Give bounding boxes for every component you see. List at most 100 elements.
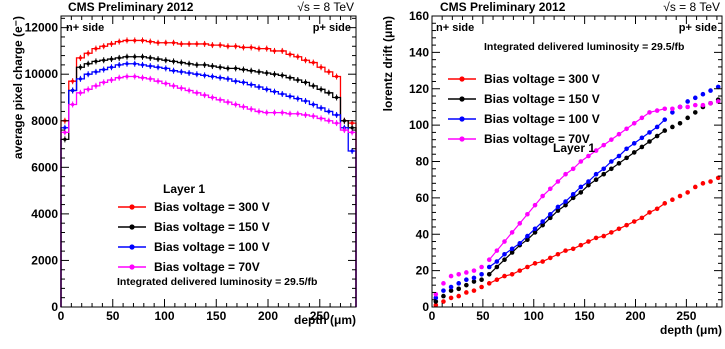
left-series-line-bias-voltage-100-v	[60, 63, 357, 307]
left-point-bias-voltage-150-v	[171, 59, 176, 63]
right-point-bias-voltage-300-v	[601, 233, 607, 239]
right-point-bias-voltage-70v	[555, 179, 561, 184]
left-point-bias-voltage-150-v	[109, 57, 114, 61]
right-point-bias-voltage-100-v	[494, 259, 500, 264]
right-point-bias-voltage-150-v	[456, 286, 462, 292]
left-point-bias-voltage-300-v	[272, 49, 277, 53]
right-point-bias-voltage-70v	[616, 131, 622, 137]
left-point-bias-voltage-300-v	[156, 41, 160, 45]
left-point-bias-voltage-300-v	[164, 41, 168, 45]
right-n-side-label: n+ side	[436, 22, 474, 34]
left-point-bias-voltage-100-v	[78, 77, 83, 81]
left-point-bias-voltage-300-v	[71, 79, 75, 83]
left-legend-marker-bias-voltage-150-v	[129, 224, 135, 230]
left-point-bias-voltage-150-v	[319, 87, 323, 91]
right-point-bias-voltage-70v	[654, 108, 660, 113]
left-point-bias-voltage-70v	[234, 102, 238, 107]
left-point-bias-voltage-70v	[125, 74, 129, 79]
right-point-bias-voltage-300-v	[509, 271, 515, 277]
left-point-bias-voltage-300-v	[203, 42, 207, 46]
right-header-title: CMS Preliminary 2012	[440, 0, 566, 14]
right-y-tick-label: 20	[416, 264, 430, 278]
left-point-bias-voltage-150-v	[296, 78, 300, 82]
right-point-bias-voltage-70v	[570, 166, 576, 172]
right-point-bias-voltage-70v	[578, 159, 584, 164]
right-legend-marker-bias-voltage-150-v	[459, 96, 465, 102]
left-point-bias-voltage-100-v	[226, 77, 230, 81]
left-point-bias-voltage-70v	[156, 79, 160, 83]
right-point-bias-voltage-150-v	[578, 190, 584, 195]
right-p-side-label: p+ side	[679, 22, 717, 34]
right-point-bias-voltage-100-v	[479, 271, 484, 277]
left-header-title: CMS Preliminary 2012	[68, 0, 194, 14]
left-point-bias-voltage-100-v	[234, 79, 238, 83]
left-point-bias-voltage-150-v	[164, 58, 168, 62]
right-point-bias-voltage-300-v	[471, 288, 477, 293]
right-point-bias-voltage-150-v	[486, 271, 492, 277]
left-point-bias-voltage-70v	[171, 84, 176, 88]
right-y-axis-label: lorentz drift (μm)	[381, 16, 395, 111]
left-point-bias-voltage-70v	[140, 76, 145, 80]
left-point-bias-voltage-300-v	[334, 74, 339, 79]
right-y-tick-label: 100	[409, 118, 429, 132]
left-point-bias-voltage-100-v	[164, 66, 168, 70]
right-point-bias-voltage-70v	[692, 102, 698, 108]
left-point-bias-voltage-70v	[148, 77, 152, 81]
right-point-bias-voltage-150-v	[494, 264, 500, 270]
right-point-bias-voltage-150-v	[502, 257, 507, 263]
left-x-tick-label: 200	[258, 309, 278, 323]
left-point-bias-voltage-100-v	[319, 106, 323, 110]
left-point-bias-voltage-100-v	[125, 62, 129, 66]
left-legend-marker-bias-voltage-100-v	[129, 244, 135, 250]
left-point-bias-voltage-150-v	[342, 119, 346, 123]
left-point-bias-voltage-100-v	[86, 72, 90, 76]
right-point-bias-voltage-300-v	[486, 281, 492, 286]
right-header-energy: √s = 8 TeV	[663, 0, 720, 14]
right-chart-marks	[433, 84, 721, 308]
right-point-bias-voltage-300-v	[685, 190, 690, 195]
left-point-bias-voltage-70v	[218, 98, 222, 102]
right-point-bias-voltage-150-v	[555, 208, 561, 213]
left-point-bias-voltage-300-v	[102, 44, 106, 48]
left-point-bias-voltage-100-v	[327, 109, 331, 114]
right-point-bias-voltage-100-v	[593, 171, 599, 177]
right-y-tick-label: 80	[416, 155, 430, 169]
left-point-bias-voltage-150-v	[210, 64, 214, 68]
right-point-bias-voltage-150-v	[616, 161, 622, 166]
right-point-bias-voltage-300-v	[555, 251, 561, 257]
right-point-bias-voltage-300-v	[609, 230, 614, 235]
left-point-bias-voltage-100-v	[303, 99, 308, 103]
right-point-bias-voltage-300-v	[578, 242, 584, 248]
left-point-bias-voltage-150-v	[148, 56, 152, 60]
left-point-bias-voltage-70v	[102, 80, 106, 84]
right-point-bias-voltage-100-v	[715, 84, 721, 90]
right-point-bias-voltage-70v	[601, 142, 607, 148]
right-point-bias-voltage-70v	[609, 137, 614, 142]
left-point-bias-voltage-300-v	[350, 121, 354, 125]
left-point-bias-voltage-300-v	[171, 41, 176, 45]
right-point-bias-voltage-150-v	[448, 288, 454, 293]
right-point-bias-voltage-70v	[639, 115, 645, 121]
left-point-bias-voltage-300-v	[78, 56, 83, 60]
right-legend-label-bias-voltage-150-v: Bias voltage = 150 V	[484, 92, 600, 106]
left-y-tick-label: 8000	[31, 114, 58, 128]
left-point-bias-voltage-150-v	[327, 91, 331, 95]
left-point-bias-voltage-100-v	[71, 88, 75, 93]
right-point-bias-voltage-100-v	[540, 219, 545, 224]
left-point-bias-voltage-100-v	[179, 70, 183, 74]
left-point-bias-voltage-70v	[265, 111, 269, 115]
right-point-bias-voltage-300-v	[479, 284, 484, 290]
left-point-bias-voltage-70v	[334, 121, 339, 125]
right-point-bias-voltage-300-v	[662, 201, 668, 206]
right-point-bias-voltage-150-v	[547, 215, 553, 221]
left-point-bias-voltage-100-v	[195, 72, 199, 76]
right-point-bias-voltage-100-v	[456, 281, 462, 286]
right-point-bias-voltage-70v	[509, 230, 515, 235]
right-legend-marker-bias-voltage-70v	[459, 136, 465, 142]
left-point-bias-voltage-150-v	[125, 55, 129, 59]
left-point-bias-voltage-150-v	[78, 65, 83, 69]
right-point-bias-voltage-150-v	[609, 166, 614, 172]
left-layer-label: Layer 1	[163, 182, 205, 196]
left-point-bias-voltage-70v	[342, 128, 346, 132]
right-point-bias-voltage-100-v	[563, 199, 568, 204]
